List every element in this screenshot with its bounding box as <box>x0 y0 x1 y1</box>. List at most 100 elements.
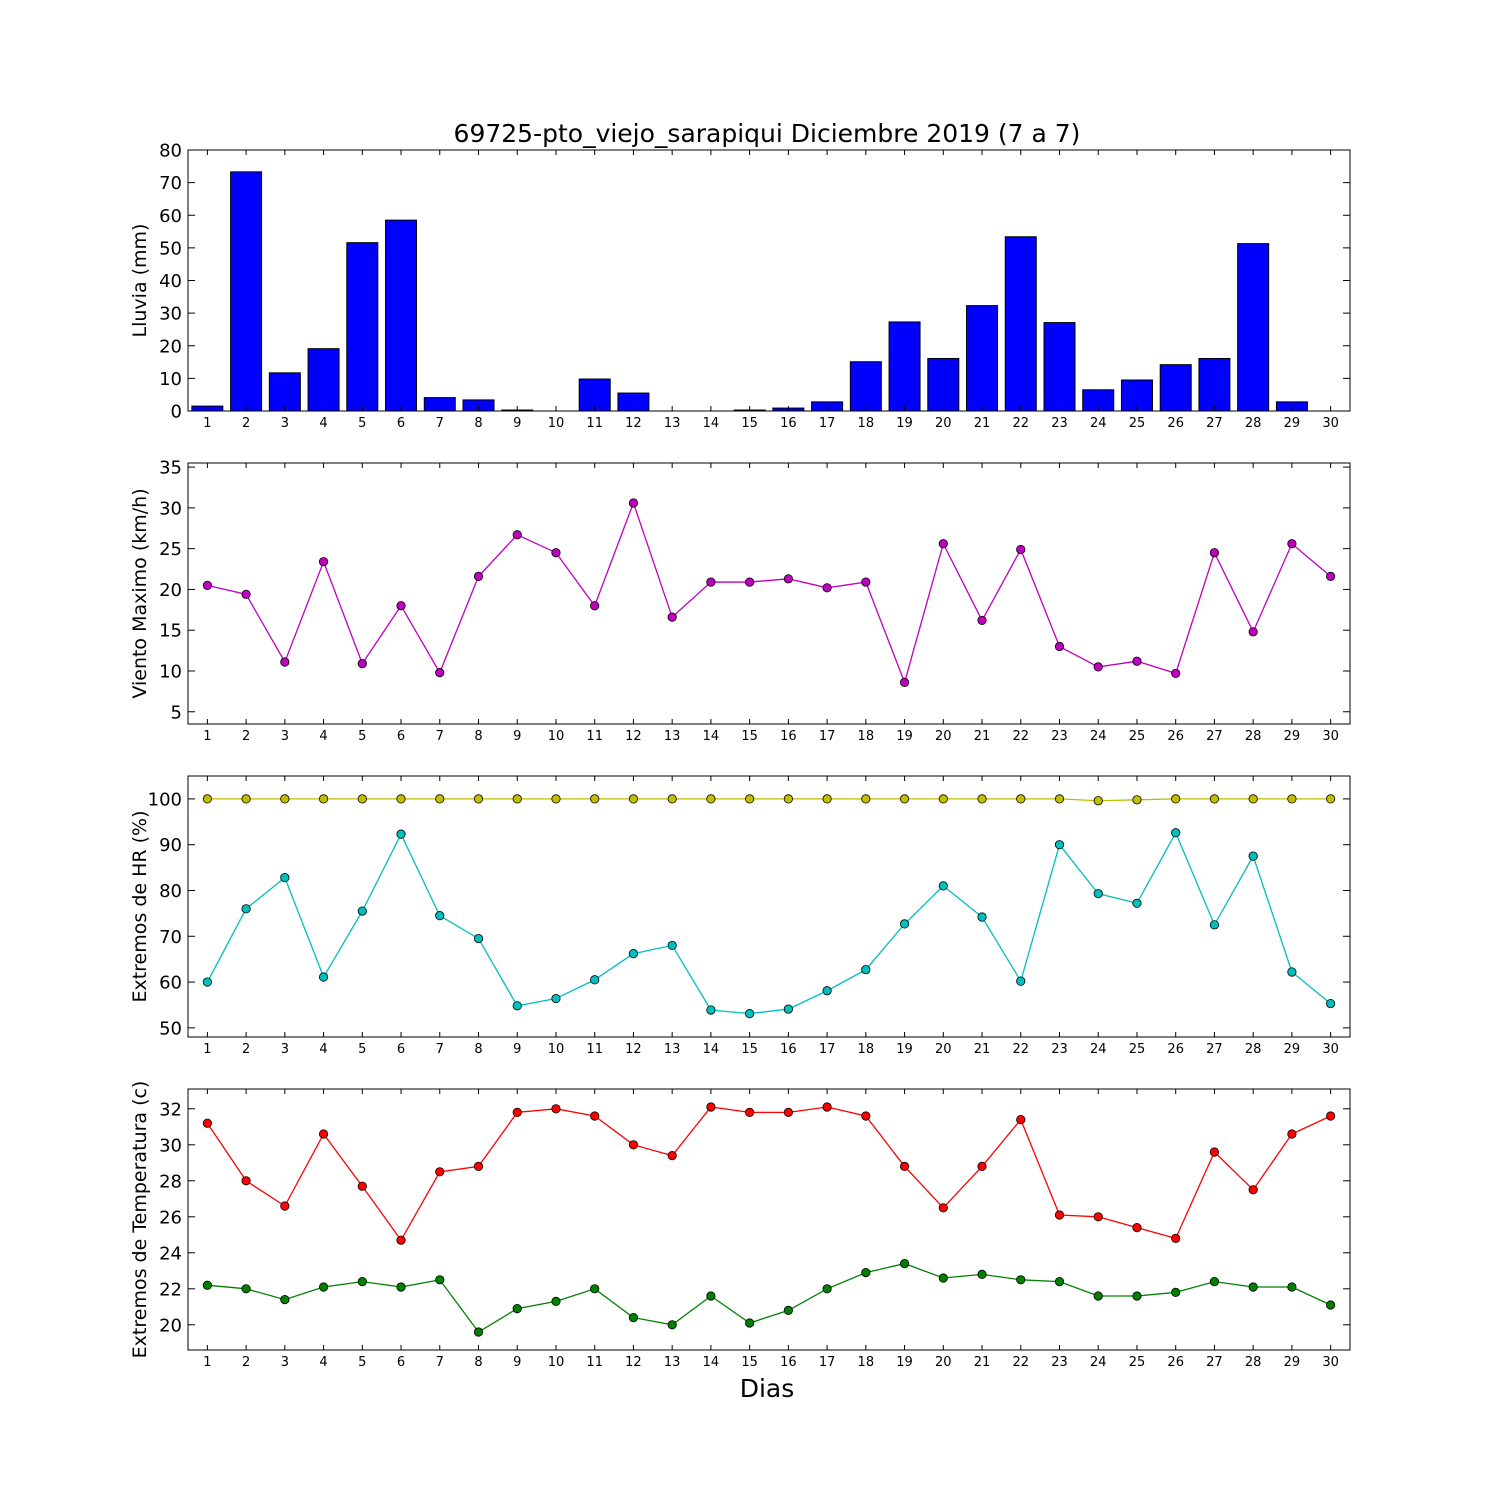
xtick-label: 27 <box>1206 729 1223 744</box>
xtick-label: 9 <box>513 1042 521 1057</box>
data-point <box>899 1259 910 1269</box>
xtick-label: 21 <box>974 729 991 744</box>
data-point <box>318 557 329 567</box>
xtick-label: 4 <box>319 729 327 744</box>
ytick-label: 24 <box>159 1243 182 1264</box>
data-point <box>241 589 251 599</box>
ytick-label: 15 <box>159 621 182 642</box>
data-point <box>1326 1111 1336 1121</box>
ytick-label: 32 <box>159 1099 182 1120</box>
ytick-label: 26 <box>159 1207 182 1228</box>
data-point <box>667 1320 677 1330</box>
xtick-label: 29 <box>1284 416 1301 431</box>
data-point <box>1054 794 1065 804</box>
xtick-label: 21 <box>974 1042 991 1057</box>
xtick-label: 3 <box>281 1355 289 1370</box>
data-point <box>202 580 212 590</box>
data-point <box>745 1107 755 1118</box>
xtick-label: 8 <box>474 1355 482 1370</box>
xtick-label: 19 <box>896 1042 913 1057</box>
bar <box>268 372 301 412</box>
xtick-label: 1 <box>203 729 211 744</box>
data-point <box>1209 548 1220 558</box>
data-point <box>202 1118 212 1128</box>
data-point <box>1093 1212 1103 1222</box>
xtick-label: 28 <box>1245 1355 1262 1370</box>
data-point <box>202 1280 212 1290</box>
xtick-label: 23 <box>1051 1355 1068 1370</box>
xtick-label: 6 <box>397 416 405 431</box>
data-point <box>1287 539 1297 549</box>
data-point <box>745 794 755 804</box>
data-point <box>628 1313 639 1323</box>
xtick-label: 2 <box>242 416 250 431</box>
xtick-label: 18 <box>858 416 875 431</box>
data-point <box>938 1273 948 1283</box>
data-point <box>473 933 484 944</box>
data-point <box>202 794 212 804</box>
xtick-label: 1 <box>203 1355 211 1370</box>
data-point <box>590 794 600 804</box>
data-point <box>1248 627 1258 637</box>
xtick-label: 19 <box>896 416 913 431</box>
xtick-label: 5 <box>358 1042 366 1057</box>
xtick-label: 25 <box>1129 416 1146 431</box>
xtick-label: 20 <box>935 416 952 431</box>
data-point <box>512 1107 522 1118</box>
ytick-label: 0 <box>171 402 182 423</box>
xtick-label: 2 <box>242 1042 250 1057</box>
data-point <box>280 657 290 667</box>
data-point <box>1326 1300 1336 1310</box>
xtick-label: 15 <box>741 416 758 431</box>
ytick-label: 10 <box>159 661 182 682</box>
xtick-label: 16 <box>780 416 797 431</box>
series-line-1 <box>207 501 1332 685</box>
data-point <box>1054 840 1065 850</box>
data-point <box>396 1235 406 1245</box>
xtick-label: 27 <box>1206 1042 1223 1057</box>
xtick-label: 26 <box>1167 416 1184 431</box>
data-point <box>1093 889 1103 899</box>
data-point <box>1171 794 1181 804</box>
data-point <box>473 1327 484 1337</box>
data-point <box>822 1284 832 1294</box>
data-point <box>1287 1282 1297 1292</box>
data-point <box>396 829 406 839</box>
xtick-label: 5 <box>358 416 366 431</box>
xtick-label: 4 <box>319 1355 327 1370</box>
ytick-label: 90 <box>159 835 182 856</box>
ytick-label: 35 <box>159 458 182 479</box>
xtick-label: 3 <box>281 1042 289 1057</box>
data-point <box>783 794 793 804</box>
ytick-label: 80 <box>159 881 182 902</box>
data-point <box>977 1161 987 1172</box>
xtick-label: 19 <box>896 1355 913 1370</box>
xtick-label: 30 <box>1322 416 1339 431</box>
xtick-label: 22 <box>1012 1042 1029 1057</box>
xtick-label: 22 <box>1012 1355 1029 1370</box>
xtick-label: 11 <box>586 729 603 744</box>
data-point <box>1171 828 1181 838</box>
data-point <box>783 1305 793 1316</box>
ytick-label: 40 <box>159 271 182 292</box>
ytick-label: 70 <box>159 173 182 194</box>
xtick-label: 29 <box>1284 1355 1301 1370</box>
data-point <box>938 794 948 804</box>
xtick-label: 25 <box>1129 729 1146 744</box>
xtick-label: 24 <box>1090 416 1107 431</box>
xtick-label: 6 <box>397 1355 405 1370</box>
data-point <box>512 1001 522 1011</box>
data-point <box>1132 1223 1142 1233</box>
xtick-label: 26 <box>1167 729 1184 744</box>
data-point <box>977 1269 987 1280</box>
xtick-label: 5 <box>358 1355 366 1370</box>
xtick-label: 28 <box>1245 416 1262 431</box>
data-point <box>628 794 639 804</box>
ytick-label: 70 <box>159 927 182 948</box>
bar <box>1043 322 1076 412</box>
data-point <box>1248 1185 1258 1195</box>
xtick-label: 17 <box>819 1042 836 1057</box>
xtick-label: 27 <box>1206 416 1223 431</box>
data-point <box>1016 544 1026 555</box>
